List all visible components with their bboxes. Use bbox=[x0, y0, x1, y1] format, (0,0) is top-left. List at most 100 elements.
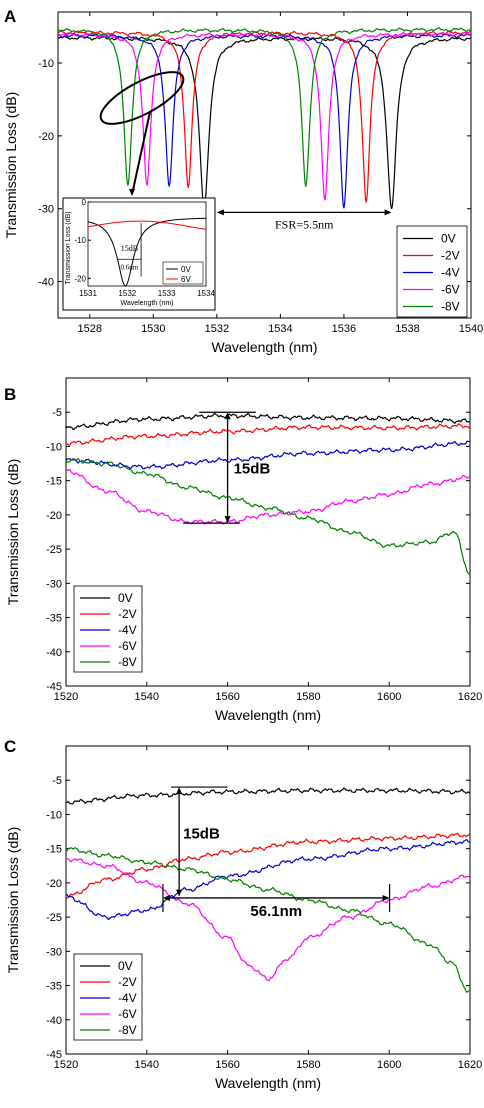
inset-x-axis-label: Wavelength (nm) bbox=[120, 300, 173, 307]
legend-label: -4V bbox=[118, 623, 137, 637]
fsr-arrow-head-right bbox=[384, 209, 392, 216]
y-tick-label: -40 bbox=[46, 1015, 62, 1027]
legend-label: -4V bbox=[441, 266, 460, 280]
span-arrow-head-right bbox=[382, 894, 390, 901]
x-axis-label: Wavelength (nm) bbox=[215, 1075, 321, 1091]
legend-label: -2V bbox=[441, 249, 460, 263]
y-tick-label: -20 bbox=[38, 131, 54, 143]
y-tick-label: -10 bbox=[38, 58, 54, 70]
y-tick-label: -5 bbox=[52, 407, 62, 419]
x-tick-label: 1560 bbox=[215, 691, 239, 703]
legend-label: 0V bbox=[118, 959, 133, 973]
x-tick-label: 1534 bbox=[268, 323, 292, 335]
series-line-1 bbox=[66, 423, 470, 447]
series-line-3 bbox=[66, 857, 470, 982]
series-line-2 bbox=[66, 839, 470, 921]
x-axis-label: Wavelength (nm) bbox=[215, 707, 321, 723]
y-tick-label: -20 bbox=[46, 878, 62, 890]
range-label: 15dB bbox=[183, 825, 220, 842]
series-line-4 bbox=[58, 27, 471, 187]
y-axis-label: Transmission Loss (dB) bbox=[5, 827, 21, 974]
fsr-label: FSR=5.5nm bbox=[275, 217, 334, 231]
x-tick-label: 1532 bbox=[205, 323, 229, 335]
x-tick-label: 1560 bbox=[215, 1059, 239, 1071]
callout-ellipse bbox=[99, 71, 185, 125]
inset-y-tick-label: -10 bbox=[74, 236, 86, 245]
y-tick-label: -15 bbox=[46, 476, 62, 488]
y-tick-label: -15 bbox=[46, 844, 62, 856]
y-tick-label: -40 bbox=[38, 277, 54, 289]
x-tick-label: 1520 bbox=[54, 1059, 78, 1071]
legend-label: 0V bbox=[118, 591, 133, 605]
y-tick-label: -45 bbox=[46, 1049, 62, 1061]
x-tick-label: 1530 bbox=[141, 323, 165, 335]
y-tick-label: -20 bbox=[46, 510, 62, 522]
y-tick-label: -35 bbox=[46, 981, 62, 993]
series-line-3 bbox=[66, 468, 470, 525]
inset-legend-label: 0V bbox=[181, 265, 191, 274]
y-axis-label: Transmission Loss (dB) bbox=[5, 459, 21, 606]
callout-arrow-head bbox=[129, 189, 135, 196]
inset-x-tick-label: 1532 bbox=[118, 289, 136, 298]
x-tick-label: 1536 bbox=[332, 323, 356, 335]
inset-x-tick-label: 1533 bbox=[158, 289, 176, 298]
y-tick-label: -10 bbox=[46, 441, 62, 453]
x-tick-label: 1528 bbox=[78, 323, 102, 335]
x-tick-label: 1538 bbox=[395, 323, 419, 335]
x-tick-label: 1620 bbox=[458, 1059, 482, 1071]
x-tick-label: 1540 bbox=[459, 323, 483, 335]
plot-frame bbox=[57, 11, 472, 319]
series-line-0 bbox=[66, 412, 470, 431]
series-line-4 bbox=[66, 457, 470, 575]
inset-legend-label: 6V bbox=[181, 275, 191, 284]
range-arrow-head-bottom bbox=[224, 516, 231, 524]
inset-series-6v bbox=[87, 220, 207, 230]
series-line-1 bbox=[66, 832, 470, 900]
range-arrow-head-bottom bbox=[176, 889, 183, 897]
panel-c: 1520 1540 1560 1580 1600 1620 -45 -40 -35 -30 -25 -… bbox=[5, 745, 482, 1091]
x-tick-label: 1600 bbox=[377, 691, 401, 703]
fsr-arrow-head-left bbox=[216, 209, 224, 216]
range-label: 15dB bbox=[234, 461, 271, 478]
span-arrow-head-left bbox=[162, 894, 170, 901]
callout-arrow-line bbox=[132, 111, 151, 191]
legend-label: 0V bbox=[441, 232, 456, 246]
legend-label: -6V bbox=[118, 639, 137, 653]
series-line-3 bbox=[58, 31, 471, 201]
range-arrow-head-top bbox=[224, 412, 231, 420]
y-tick-label: -35 bbox=[46, 613, 62, 625]
legend-label: -6V bbox=[118, 1007, 137, 1021]
series-line-1 bbox=[58, 30, 471, 203]
inset-y-axis-label: Transmission Loss (dB) bbox=[65, 211, 72, 284]
inset-x-tick-label: 1534 bbox=[197, 289, 215, 298]
inset-series-0v bbox=[87, 217, 206, 287]
panel-label-2: C bbox=[4, 737, 16, 756]
legend-label: -2V bbox=[118, 607, 137, 621]
span-label: 56.1nm bbox=[250, 903, 302, 920]
legend-box bbox=[73, 953, 143, 1041]
panel-b: 1520 1540 1560 1580 1600 1620 -45 -40 -35 -30 -25 -… bbox=[5, 377, 482, 723]
legend-label: -4V bbox=[118, 991, 137, 1005]
x-tick-label: 1540 bbox=[135, 691, 159, 703]
inset-y-tick-label: 0 bbox=[82, 198, 87, 207]
y-axis-label: Transmission Loss (dB) bbox=[3, 92, 19, 239]
legend-box bbox=[73, 585, 143, 673]
legend-label: -6V bbox=[441, 283, 460, 297]
y-tick-label: -30 bbox=[38, 204, 54, 216]
y-tick-label: -30 bbox=[46, 578, 62, 590]
y-tick-label: -5 bbox=[52, 775, 62, 787]
range-arrow-head-top bbox=[176, 787, 183, 795]
x-axis-label: Wavelength (nm) bbox=[211, 339, 317, 355]
series-line-0 bbox=[66, 787, 470, 805]
x-tick-label: 1540 bbox=[135, 1059, 159, 1071]
x-tick-label: 1520 bbox=[54, 691, 78, 703]
plot-frame bbox=[65, 377, 471, 687]
y-tick-label: -30 bbox=[46, 946, 62, 958]
panel-a: 1528 1530 1532 1534 1536 1538 1540 -40 -30 -20 -10… bbox=[3, 11, 483, 355]
series-line-2 bbox=[58, 33, 471, 209]
legend-label: -8V bbox=[118, 655, 137, 669]
panel-label-1: B bbox=[4, 385, 16, 404]
inset-06nm-label: 0.6nm bbox=[120, 263, 138, 271]
plot-frame bbox=[65, 745, 471, 1055]
legend-box bbox=[396, 225, 468, 318]
